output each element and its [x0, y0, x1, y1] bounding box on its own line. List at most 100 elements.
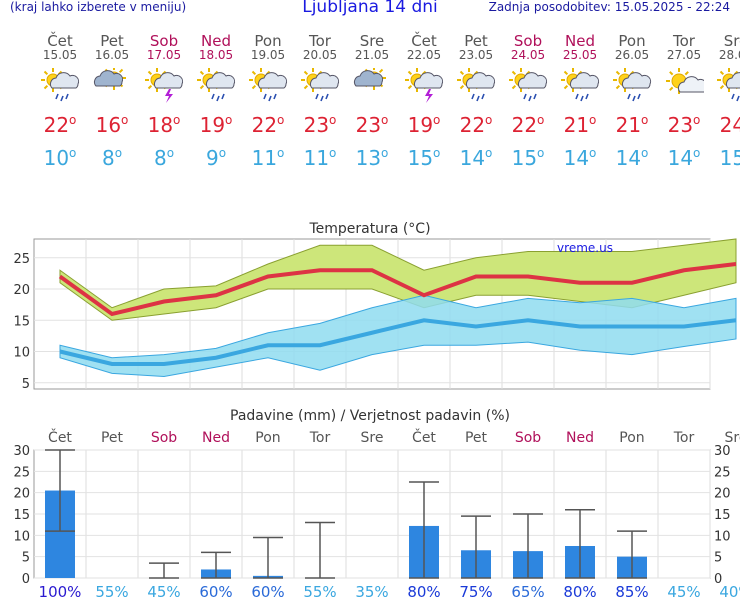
- y-tick-label: 15: [13, 508, 30, 523]
- day-forecast: Tor 27.05 23o 14o: [658, 33, 710, 169]
- menu-note[interactable]: (kraj lahko izberete v meniju): [10, 0, 187, 14]
- y-tick-label: 25: [13, 252, 30, 267]
- day-date: 25.05: [562, 48, 598, 62]
- day-name: Pon: [254, 32, 282, 50]
- day-forecast: Čet 15.05 22o 10o: [34, 33, 86, 169]
- day-name: Pet: [100, 32, 124, 50]
- day-forecast: Ned 18.05 19o 9o: [190, 33, 242, 169]
- min-temp: 11o: [251, 146, 285, 170]
- day-name: Tor: [309, 32, 331, 50]
- precip-day-label: Pon: [255, 430, 280, 446]
- min-temp: 9o: [205, 146, 227, 170]
- partly-sunny-rain-icon: [197, 68, 236, 102]
- day-date: 24.05: [510, 48, 546, 62]
- day-forecast: Tor 20.05 23o 11o: [294, 33, 346, 169]
- sun-thunderstorm-icon: [145, 68, 184, 103]
- max-temp: 23o: [303, 113, 337, 137]
- precip-range-whisker: [513, 513, 543, 579]
- max-temp: 21o: [563, 113, 597, 137]
- day-forecast: Pet 16.05 16o 8o: [86, 33, 138, 169]
- max-temp: 22o: [459, 113, 493, 137]
- min-temp-line: [59, 318, 737, 366]
- partly-sunny-rain-icon: [301, 68, 340, 102]
- y-tick-label: 15: [13, 314, 30, 329]
- max-temp: 19o: [199, 113, 233, 137]
- precip-probability: 45%: [147, 583, 180, 600]
- cloudy-sun-icon: [93, 68, 126, 90]
- y-tick-label: 5: [22, 377, 30, 390]
- day-date: 20.05: [302, 48, 338, 62]
- precip-day-label: Ned: [566, 430, 594, 446]
- max-temp: 21o: [615, 113, 649, 137]
- y-tick-label: 20: [13, 283, 30, 298]
- temperature-chart-title: Temperatura (°C): [308, 221, 430, 237]
- partly-sunny-rain-icon: [249, 68, 288, 102]
- precip-probability: 80%: [407, 583, 440, 600]
- last-update: Zadnja posodobitev: 15.05.2025 - 22:24: [488, 0, 730, 14]
- day-name: Pon: [618, 32, 646, 50]
- max-temp: 22o: [43, 113, 77, 137]
- max-temp: 19o: [407, 113, 441, 137]
- max-temp: 16o: [95, 113, 129, 137]
- precip-probability: 85%: [615, 583, 648, 600]
- precipitation-chart-title: Padavine (mm) / Verjetnost padavin (%): [230, 408, 510, 424]
- precip-range-whisker: [305, 521, 335, 579]
- precip-probability: 35%: [355, 583, 388, 600]
- min-temp: 15o: [511, 146, 545, 170]
- max-temp: 22o: [511, 113, 545, 137]
- max-temp: 22o: [251, 113, 285, 137]
- min-temp: 14o: [615, 146, 649, 170]
- precip-day-label: Pet: [465, 430, 488, 446]
- precip-range-whisker: [565, 508, 595, 579]
- day-name: Čet: [411, 32, 437, 50]
- day-date: 26.05: [614, 48, 650, 62]
- precip-range-whisker: [461, 515, 491, 579]
- y-tick-label-right: 20: [714, 487, 731, 502]
- day-name: Čet: [47, 32, 73, 50]
- day-date: 18.05: [198, 48, 234, 62]
- day-forecast: Pon 19.05 22o 11o: [242, 33, 294, 169]
- page-title: Ljubljana 14 dni: [302, 0, 438, 17]
- precip-day-label: Čet: [48, 428, 72, 446]
- temperature-chart: Temperatura (°C) 5 10 15 20 25 vreme.us: [13, 221, 737, 390]
- y-tick-label-right: 5: [714, 551, 722, 566]
- min-temp: 11o: [303, 146, 337, 170]
- precip-probability: 60%: [251, 583, 284, 600]
- sun-small-cloud-icon: [666, 68, 704, 94]
- min-temp: 14o: [459, 146, 493, 170]
- day-name: Sre: [359, 32, 385, 50]
- precip-day-label: Pon: [619, 430, 644, 446]
- day-forecast: Pet 23.05 22o 14o: [450, 33, 502, 169]
- y-tick-label: 5: [22, 551, 30, 566]
- y-tick-label-right: 15: [714, 508, 731, 523]
- partly-sunny-rain-icon: [457, 68, 496, 102]
- precip-range-whisker: [201, 551, 231, 579]
- y-tick-label: 30: [13, 444, 30, 459]
- day-date: 17.05: [146, 48, 182, 62]
- day-date: 16.05: [94, 48, 130, 62]
- min-temp: 15o: [719, 146, 740, 170]
- partly-sunny-rain-icon: [509, 68, 548, 102]
- max-temp-range-band: [59, 238, 737, 321]
- min-temp: 8o: [101, 146, 123, 170]
- precip-day-label: Sob: [515, 430, 541, 446]
- precip-range-whisker: [409, 481, 439, 579]
- day-name: Tor: [673, 32, 695, 50]
- precip-day-label: Sre: [361, 430, 384, 446]
- min-temp: 8o: [153, 146, 175, 170]
- day-name: Ned: [201, 32, 231, 50]
- y-tick-label-right: 25: [714, 465, 731, 480]
- precip-day-label: Tor: [309, 430, 331, 446]
- y-tick-label: 20: [13, 487, 30, 502]
- precip-range-whisker: [617, 530, 647, 579]
- partly-sunny-rain-icon: [561, 68, 600, 102]
- day-date: 21.05: [354, 48, 390, 62]
- day-name: Sre: [723, 32, 740, 50]
- day-name: Ned: [565, 32, 595, 50]
- precip-range-whisker: [253, 536, 283, 579]
- precip-probability: 100%: [39, 583, 82, 600]
- precip-day-label: Sre: [725, 430, 740, 446]
- max-temp: 24o: [719, 113, 740, 137]
- precip-probability: 45%: [667, 583, 700, 600]
- precip-range-whisker: [45, 449, 75, 532]
